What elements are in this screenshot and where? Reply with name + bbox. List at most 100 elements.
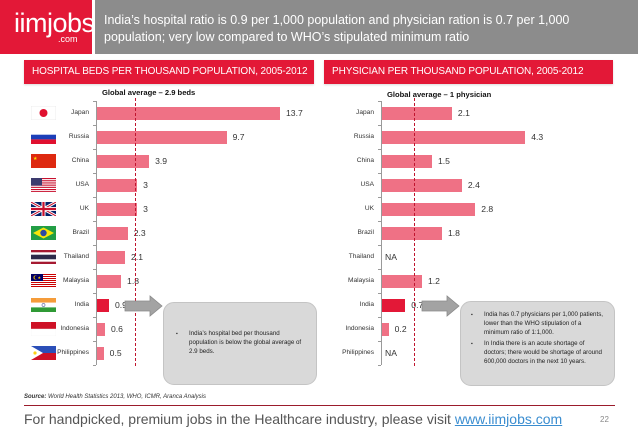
y-axis-tick [93, 245, 96, 246]
value-label: 2.1 [457, 108, 470, 118]
source-note: Source: World Health Statistics 2013, WH… [24, 394, 206, 400]
category-label: Philippines [57, 349, 89, 356]
japan-flag-icon [31, 106, 56, 120]
category-label: Russia [68, 133, 89, 140]
category-label: USA [360, 181, 374, 188]
category-label: Russia [353, 133, 374, 140]
category-label: USA [75, 181, 89, 188]
category-label: Thailand [348, 253, 374, 260]
indonesia-flag-icon [31, 322, 56, 336]
value-label: 0.9 [115, 300, 127, 310]
bar-indonesia [97, 322, 106, 336]
y-axis-tick [93, 293, 96, 294]
category-label: Malaysia [347, 277, 374, 284]
callout-bullet-item: ▪ India has 0.7 physicians per 1,000 pat… [471, 311, 604, 337]
physician-callout: ▪ India has 0.7 physicians per 1,000 pat… [460, 301, 615, 386]
global-average-line [134, 98, 136, 366]
bar-russia [97, 130, 227, 144]
page-number: 22 [600, 415, 609, 424]
bullet-icon: ▪ [471, 341, 473, 348]
malaysia-flag-icon: ★ [31, 274, 56, 288]
bar-brazil [382, 226, 442, 240]
bar-usa [382, 178, 462, 192]
footer-text: For handpicked, premium jobs in the Heal… [24, 411, 455, 427]
svg-text:★: ★ [38, 275, 42, 280]
bar-uk [382, 202, 476, 216]
y-axis-tick [378, 101, 381, 102]
y-axis-tick [378, 197, 381, 198]
uk-flag-icon [31, 202, 56, 216]
bar-brazil [97, 226, 128, 240]
right-callout-arrow-icon [421, 295, 460, 317]
y-axis-tick [93, 173, 96, 174]
bar-india [97, 298, 110, 312]
y-axis [96, 101, 97, 365]
value-label: 4.3 [531, 132, 544, 142]
y-axis-tick [93, 221, 96, 222]
usa-flag-icon [31, 178, 56, 192]
bullet-icon: ▪ [176, 331, 178, 337]
y-axis-tick [93, 197, 96, 198]
footer-divider [24, 405, 615, 406]
hospital-beds-section-header: HOSPITAL BEDS PER THOUSAND POPULATION, 2… [24, 60, 314, 84]
category-label: China [356, 157, 374, 164]
category-label: Brazil [357, 229, 375, 236]
y-axis-tick [378, 125, 381, 126]
y-axis-tick [93, 101, 96, 102]
value-label: NA [385, 348, 397, 358]
bar-japan [97, 106, 281, 120]
svg-text:★: ★ [33, 156, 38, 162]
china-flag-icon: ★ [31, 154, 56, 168]
bar-philippines [97, 346, 104, 360]
bar-india [382, 298, 406, 312]
category-label: India [74, 301, 89, 308]
category-label: UK [364, 205, 374, 212]
y-axis-tick [93, 149, 96, 150]
category-label: Japan [356, 109, 374, 116]
slide-title: India’s hospital ratio is 0.9 per 1,000 … [104, 13, 570, 44]
y-axis-tick [378, 365, 381, 366]
y-axis [381, 101, 382, 365]
y-axis-tick [378, 269, 381, 270]
value-label: 1.8 [127, 276, 139, 286]
logo-block [0, 0, 92, 54]
bullet-icon: ▪ [471, 312, 473, 318]
category-label: Brazil [72, 229, 90, 236]
value-label: 2.1 [131, 252, 143, 262]
value-label: 3.9 [155, 156, 168, 166]
callout-bullet-item: ▪ India’s hospital bed per thousand popu… [176, 330, 302, 356]
bar-china [382, 154, 432, 168]
source-text: World Health Statistics 2013, WHO, ICMR,… [46, 394, 206, 400]
bar-malaysia [97, 274, 122, 288]
category-label: Philippines [342, 349, 374, 356]
bar-indonesia [382, 322, 389, 336]
philippines-flag-icon [31, 346, 56, 360]
value-label: 1.5 [437, 156, 450, 166]
source-label: Source: [24, 394, 47, 400]
value-label: 0.5 [109, 348, 122, 358]
bar-thailand [97, 250, 126, 264]
y-axis-tick [93, 365, 96, 366]
logo-wordmark[interactable]: iimjobs [14, 8, 95, 38]
hospital-beds-callout: ▪ India’s hospital bed per thousand popu… [163, 302, 317, 385]
value-label: 1.8 [447, 228, 460, 238]
y-axis-tick [378, 245, 381, 246]
category-label: India [359, 301, 374, 308]
category-label: UK [79, 205, 89, 212]
category-label: Indonesia [345, 325, 374, 332]
y-axis-tick [93, 341, 96, 342]
russia-flag-icon [31, 130, 56, 144]
iimjobs-link[interactable]: www.iimjobs.com [454, 411, 563, 427]
value-label: 2.4 [467, 180, 480, 190]
global-average-line [414, 98, 416, 366]
thailand-flag-icon [31, 250, 56, 264]
y-axis-tick [378, 173, 381, 174]
title-banner [95, 0, 638, 54]
y-axis-tick [93, 269, 96, 270]
value-label: 0.6 [111, 324, 123, 334]
value-label: NA [385, 252, 397, 262]
india-flag-icon [31, 298, 56, 312]
category-label: Malaysia [62, 277, 89, 284]
y-axis-tick [93, 125, 96, 126]
value-label: 0.7 [411, 300, 424, 310]
